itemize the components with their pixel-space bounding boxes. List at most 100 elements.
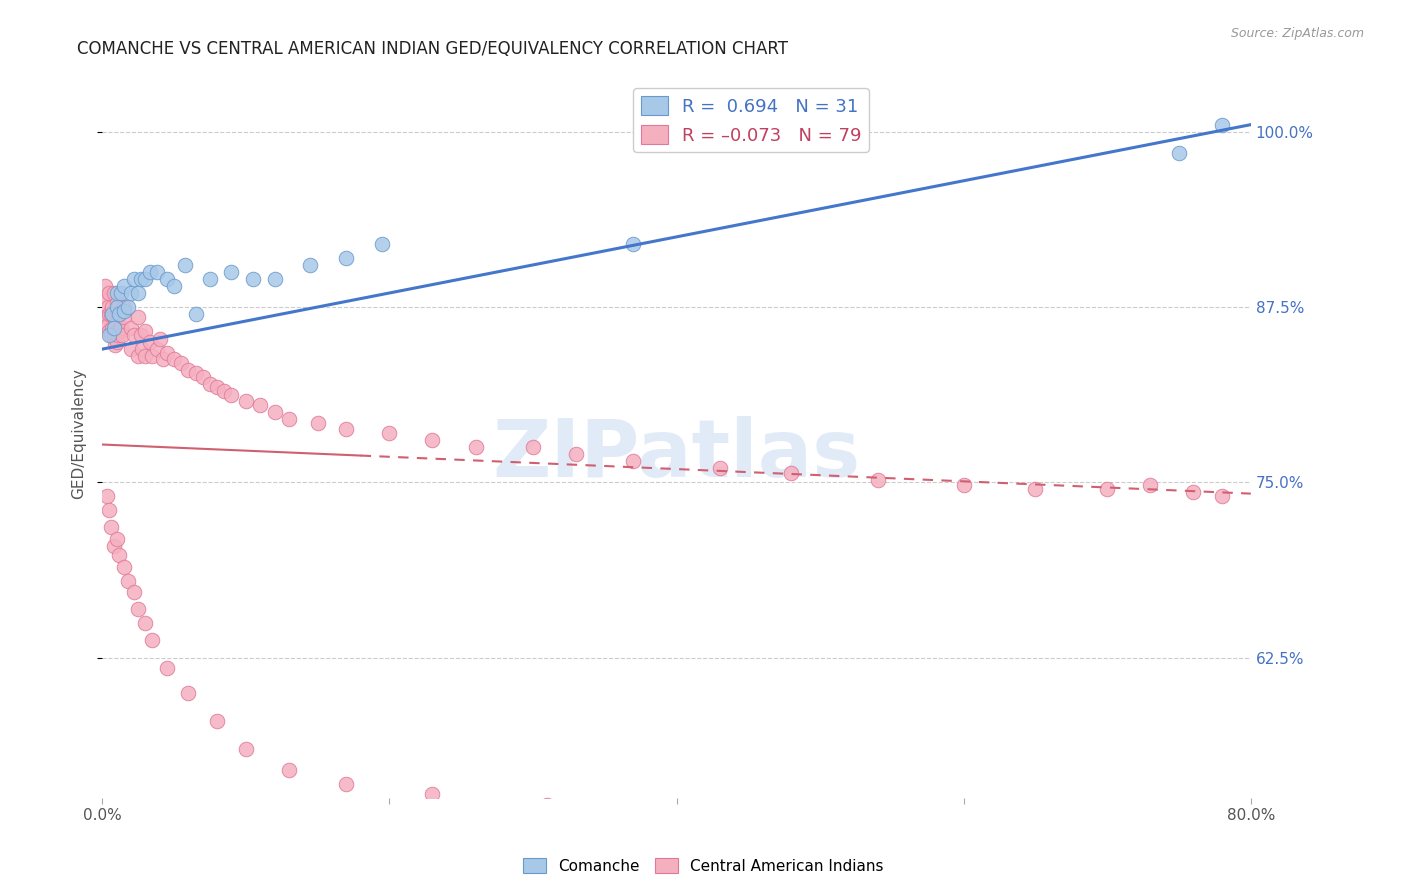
Point — [134, 349, 156, 363]
Point — [307, 417, 329, 431]
Point — [101, 300, 124, 314]
Point — [105, 335, 128, 350]
Legend: R =  0.694   N = 31, R = –0.073   N = 79: R = 0.694 N = 31, R = –0.073 N = 79 — [634, 88, 869, 152]
Point — [127, 601, 149, 615]
Point — [221, 388, 243, 402]
Point — [105, 324, 128, 338]
Point — [122, 272, 145, 286]
Point — [112, 559, 135, 574]
Point — [177, 363, 200, 377]
Point — [129, 328, 152, 343]
Point — [198, 377, 221, 392]
Point — [110, 321, 132, 335]
Point — [263, 405, 285, 419]
Point — [464, 440, 486, 454]
Point — [277, 412, 299, 426]
Text: COMANCHE VS CENTRAL AMERICAN INDIAN GED/EQUIVALENCY CORRELATION CHART: COMANCHE VS CENTRAL AMERICAN INDIAN GED/… — [77, 40, 789, 58]
Point — [198, 272, 221, 286]
Text: ZIPatlas: ZIPatlas — [492, 417, 860, 494]
Point — [249, 398, 271, 412]
Point — [221, 265, 243, 279]
Point — [149, 332, 172, 346]
Point — [127, 349, 149, 363]
Point — [235, 742, 257, 756]
Point — [122, 584, 145, 599]
Point — [110, 285, 132, 300]
Point — [212, 384, 235, 399]
Point — [422, 787, 444, 801]
Point — [98, 324, 121, 338]
Point — [138, 335, 160, 350]
Point — [335, 251, 357, 265]
Text: Source: ZipAtlas.com: Source: ZipAtlas.com — [1230, 27, 1364, 40]
Point — [1097, 483, 1119, 497]
Point — [141, 632, 163, 647]
Point — [565, 447, 588, 461]
Point — [129, 272, 152, 286]
Point — [277, 763, 299, 777]
Point — [299, 258, 322, 272]
Point — [170, 356, 193, 370]
Point — [105, 295, 128, 310]
Point — [94, 279, 117, 293]
Point — [127, 310, 149, 324]
Point — [205, 714, 228, 728]
Point — [1168, 145, 1191, 160]
Point — [103, 321, 125, 335]
Point — [101, 307, 124, 321]
Point — [105, 285, 128, 300]
Point — [184, 307, 207, 321]
Point — [163, 351, 186, 366]
Point — [131, 342, 153, 356]
Point — [120, 321, 142, 335]
Point — [138, 265, 160, 279]
Point — [120, 342, 142, 356]
Point — [177, 686, 200, 700]
Point — [156, 346, 179, 360]
Point — [1211, 118, 1233, 132]
Point — [112, 279, 135, 293]
Point — [101, 321, 124, 335]
Point — [107, 310, 129, 324]
Point — [112, 310, 135, 324]
Point — [108, 307, 131, 321]
Point — [263, 272, 285, 286]
Point — [103, 328, 125, 343]
Point — [98, 307, 121, 321]
Point — [111, 328, 134, 343]
Point — [371, 236, 394, 251]
Point — [103, 539, 125, 553]
Point — [1024, 483, 1046, 497]
Point — [97, 318, 120, 333]
Point — [522, 440, 544, 454]
Point — [104, 318, 127, 333]
Point — [335, 422, 357, 436]
Point — [122, 328, 145, 343]
Point — [117, 574, 139, 588]
Point — [108, 324, 131, 338]
Point — [100, 328, 122, 343]
Point — [108, 307, 131, 321]
Point — [623, 236, 645, 251]
Point — [780, 466, 803, 480]
Point — [146, 342, 169, 356]
Point — [1182, 485, 1205, 500]
Point — [146, 265, 169, 279]
Point — [105, 307, 128, 321]
Point — [120, 285, 142, 300]
Point — [96, 293, 118, 307]
Point — [952, 478, 974, 492]
Point — [98, 328, 121, 343]
Point — [100, 520, 122, 534]
Point — [134, 324, 156, 338]
Point — [163, 279, 186, 293]
Point — [96, 310, 118, 324]
Point — [205, 380, 228, 394]
Point — [141, 349, 163, 363]
Point — [156, 660, 179, 674]
Point — [117, 300, 139, 314]
Point — [235, 394, 257, 409]
Point — [709, 461, 731, 475]
Point — [152, 351, 174, 366]
Point — [134, 615, 156, 630]
